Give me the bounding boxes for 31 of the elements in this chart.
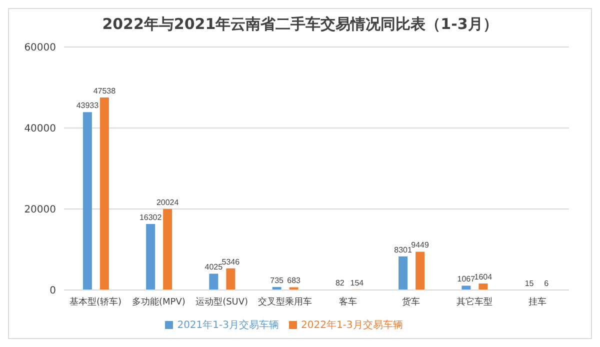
data-label: 82 — [335, 278, 345, 288]
x-tick-label: 基本型(轿车) — [70, 296, 122, 308]
legend-label: 2021年1-3月交易车辆 — [177, 320, 279, 331]
data-label: 5346 — [222, 257, 240, 266]
data-label: 16302 — [139, 212, 162, 222]
data-label: 9449 — [411, 240, 430, 250]
x-tick-label: 运动型(SUV) — [196, 296, 248, 308]
x-tick-label: 客车 — [339, 296, 358, 308]
x-tick-label: 多功能(MPV) — [132, 296, 186, 308]
data-label: 154 — [350, 278, 364, 288]
y-tick-label: 0 — [50, 286, 56, 297]
data-label: 6 — [544, 278, 550, 288]
legend-label: 2022年1-3月交易车辆 — [301, 320, 403, 331]
chart-title: 2022年与2021年云南省二手车交易情况同比表（1-3月） — [101, 14, 499, 35]
x-tick-label: 其它车型 — [456, 296, 492, 308]
data-label: 8301 — [394, 245, 413, 254]
y-tick-label: 20000 — [24, 204, 56, 216]
data-label: 15 — [524, 278, 534, 288]
data-label: 735 — [270, 276, 284, 286]
y-tick-label: 40000 — [24, 124, 56, 135]
data-label: 683 — [287, 276, 302, 286]
data-label: 4025 — [204, 262, 224, 272]
x-tick-label: 货车 — [402, 296, 420, 308]
data-label: 1604 — [474, 272, 493, 282]
x-tick-label: 挂车 — [528, 296, 546, 308]
x-tick-label: 交叉型乘用车 — [258, 296, 312, 308]
data-label: 20024 — [156, 198, 180, 207]
data-label: 47538 — [93, 86, 116, 96]
y-tick-label: 60000 — [24, 42, 56, 54]
data-label: 43933 — [76, 101, 100, 110]
data-label: 1067 — [457, 274, 476, 284]
